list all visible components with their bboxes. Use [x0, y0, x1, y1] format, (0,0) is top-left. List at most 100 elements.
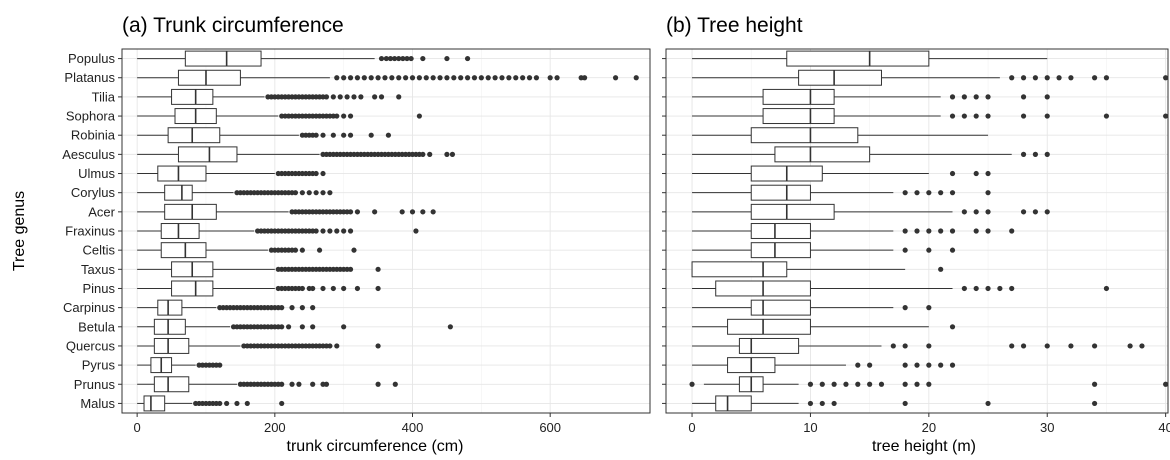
x-tick-label: 30 [1040, 420, 1054, 435]
iqr-box [184, 50, 262, 67]
iqr-box [750, 203, 835, 220]
outlier-point [451, 75, 457, 81]
x-tick-label: 0 [688, 420, 695, 435]
outlier-point [985, 285, 991, 292]
outlier-point [1163, 381, 1169, 387]
outlier-point [279, 324, 285, 330]
outlier-point [437, 75, 443, 81]
outlier-point [926, 228, 932, 234]
box-fraxinus [137, 223, 419, 239]
outlier-point [334, 228, 340, 234]
outlier-point [926, 247, 932, 253]
outlier-point [347, 209, 354, 215]
y-tick-label-betula: Betula [78, 319, 116, 334]
box-pinus [137, 280, 381, 297]
box-carpinus [137, 299, 316, 316]
outlier-point [1068, 75, 1074, 81]
outlier-point [279, 400, 285, 407]
outlier-point [285, 324, 292, 330]
box-sophora [137, 108, 422, 125]
iqr-box [153, 318, 186, 335]
outlier-point [444, 75, 450, 81]
outlier-point [938, 190, 944, 196]
outlier-point [855, 381, 861, 387]
outlier-point [372, 94, 378, 100]
outlier-point [378, 55, 385, 62]
box-quercus [137, 337, 381, 354]
outlier-point [855, 362, 861, 368]
outlier-point [1139, 343, 1145, 349]
outlier-point [1103, 285, 1110, 292]
outlier-point [224, 400, 230, 407]
x-tick-label: 10 [803, 420, 817, 435]
outlier-point [420, 209, 426, 215]
iqr-box [750, 242, 811, 259]
outlier-point [902, 247, 908, 253]
outlier-point [949, 362, 956, 368]
outlier-point [1091, 381, 1098, 387]
outlier-point [447, 324, 453, 330]
outlier-point [633, 75, 639, 81]
x-tick-label: 400 [402, 420, 424, 435]
outlier-point [1044, 75, 1050, 81]
outlier-point [347, 228, 354, 234]
outlier-point [389, 75, 395, 81]
outlier-point [499, 75, 505, 81]
box-sophora [692, 108, 1169, 125]
outlier-point [409, 209, 416, 215]
outlier-point [310, 285, 316, 292]
outlier-point [926, 362, 932, 368]
outlier-point [902, 305, 908, 311]
outlier-point [310, 381, 316, 387]
box-robinia [692, 127, 989, 144]
y-tick-label-ulmus: Ulmus [78, 166, 115, 181]
y-tick-label-celtis: Celtis [82, 243, 115, 258]
box-betula [137, 318, 453, 335]
outlier-point [344, 94, 350, 100]
outlier-point [985, 113, 991, 119]
outlier-point [449, 151, 456, 157]
outlier-point [902, 228, 908, 234]
outlier-point [351, 247, 357, 253]
outlier-point [471, 75, 478, 81]
iqr-box [157, 299, 183, 316]
outlier-point [867, 362, 873, 368]
outlier-point [320, 132, 326, 138]
outlier-point [807, 400, 814, 407]
iqr-box [727, 318, 811, 335]
outlier-point [396, 75, 402, 81]
iqr-box [798, 69, 882, 86]
outlier-point [399, 209, 405, 215]
outlier-point [341, 228, 347, 234]
outlier-point [938, 362, 944, 368]
outlier-point [234, 400, 240, 407]
iqr-box [691, 261, 788, 278]
outlier-point [347, 75, 354, 81]
outlier-point [313, 190, 319, 196]
outlier-point [354, 75, 361, 81]
outlier-point [330, 132, 336, 138]
outlier-point [526, 75, 533, 81]
outlier-point [973, 285, 979, 292]
outlier-point [890, 343, 896, 349]
outlier-point [334, 343, 340, 349]
outlier-point [902, 400, 908, 407]
outlier-point [961, 209, 967, 215]
outlier-point [392, 381, 398, 387]
box-aesculus [137, 146, 456, 163]
outlier-point [320, 170, 326, 177]
iqr-box [738, 337, 800, 354]
outlier-point [217, 362, 223, 368]
y-tick-label-prunus: Prunus [74, 377, 116, 392]
outlier-point [902, 343, 908, 349]
outlier-point [902, 362, 908, 368]
outlier-point [430, 75, 436, 81]
outlier-point [1020, 94, 1027, 100]
outlier-point [478, 75, 484, 81]
outlier-point [244, 400, 250, 407]
outlier-point [973, 170, 979, 177]
outlier-point [973, 209, 979, 215]
box-populus [692, 50, 1048, 67]
outlier-point [396, 55, 402, 62]
outlier-point [1091, 343, 1098, 349]
